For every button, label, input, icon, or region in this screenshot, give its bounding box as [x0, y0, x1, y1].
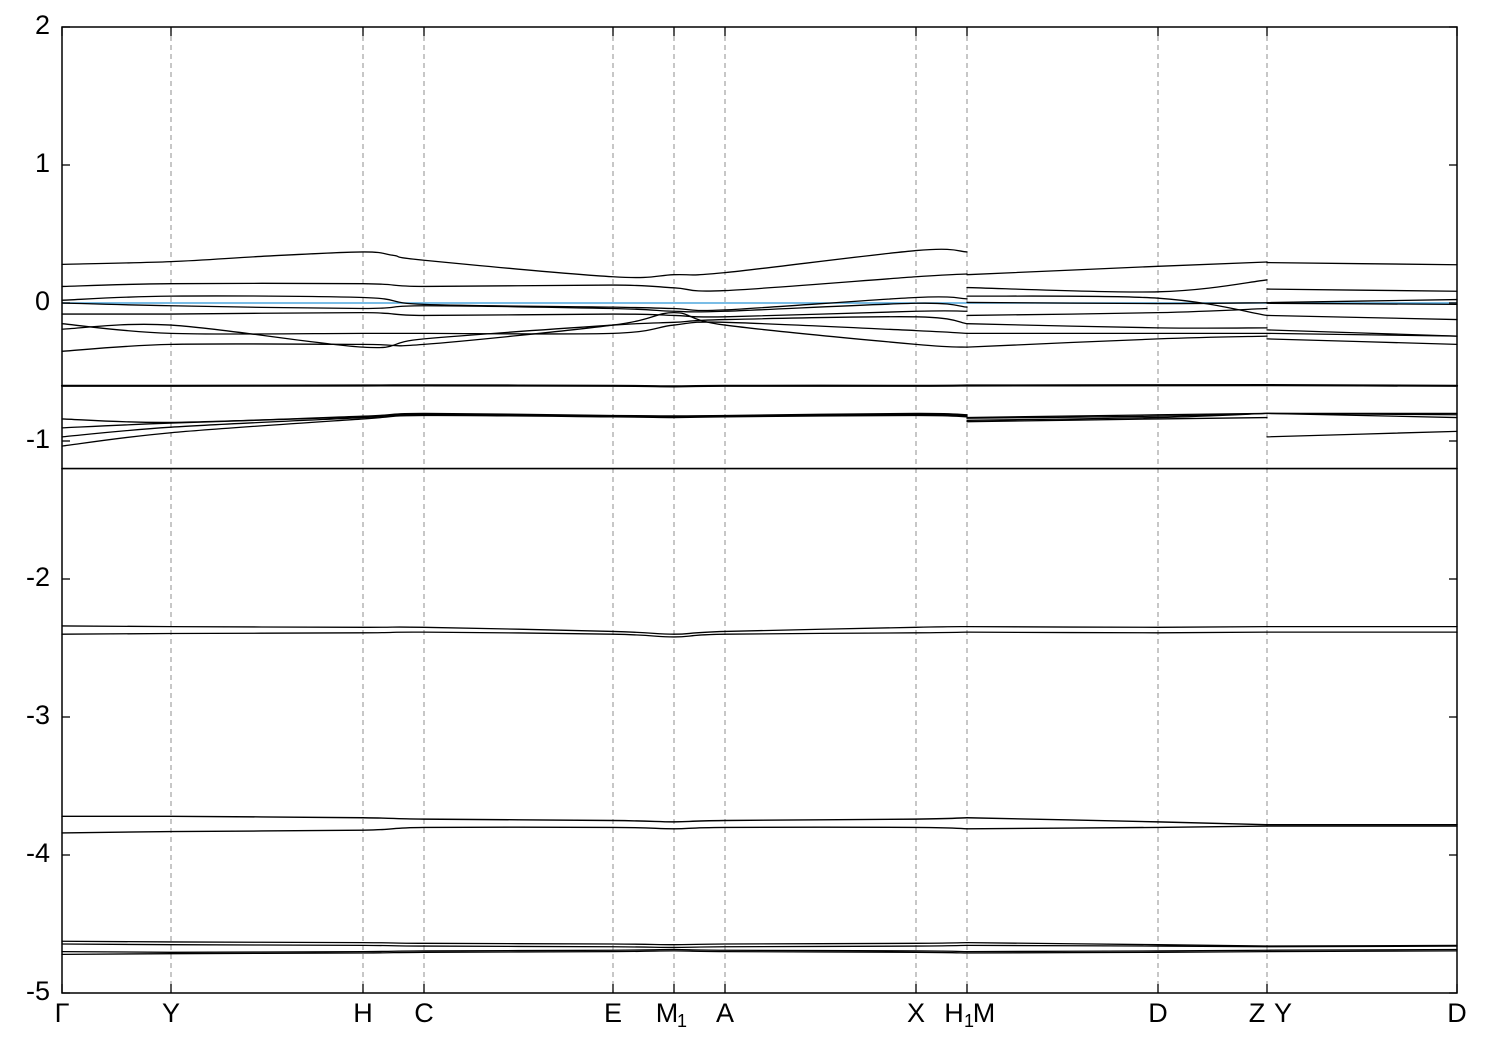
svg-text:D: D [1148, 998, 1168, 1028]
svg-text:Z: Z [1249, 998, 1266, 1028]
svg-text:C: C [414, 998, 434, 1028]
svg-text:2: 2 [35, 10, 50, 40]
svg-text:E: E [604, 998, 622, 1028]
svg-text:1: 1 [35, 148, 50, 178]
svg-text:-1: -1 [26, 424, 50, 454]
svg-text:-4: -4 [26, 838, 50, 868]
svg-text:A: A [716, 998, 734, 1028]
svg-text:M: M [656, 998, 679, 1028]
svg-text:-3: -3 [26, 700, 50, 730]
svg-text:Γ: Γ [55, 998, 70, 1028]
svg-text:1: 1 [677, 1011, 687, 1031]
svg-text:-5: -5 [26, 976, 50, 1006]
svg-text:Y: Y [1274, 998, 1292, 1028]
svg-text:-2: -2 [26, 562, 50, 592]
svg-text:M: M [973, 998, 996, 1028]
svg-text:H: H [944, 998, 964, 1028]
svg-text:Y: Y [162, 998, 180, 1028]
svg-text:H: H [353, 998, 373, 1028]
svg-text:X: X [907, 998, 925, 1028]
svg-text:D: D [1447, 998, 1467, 1028]
svg-text:0: 0 [35, 286, 50, 316]
